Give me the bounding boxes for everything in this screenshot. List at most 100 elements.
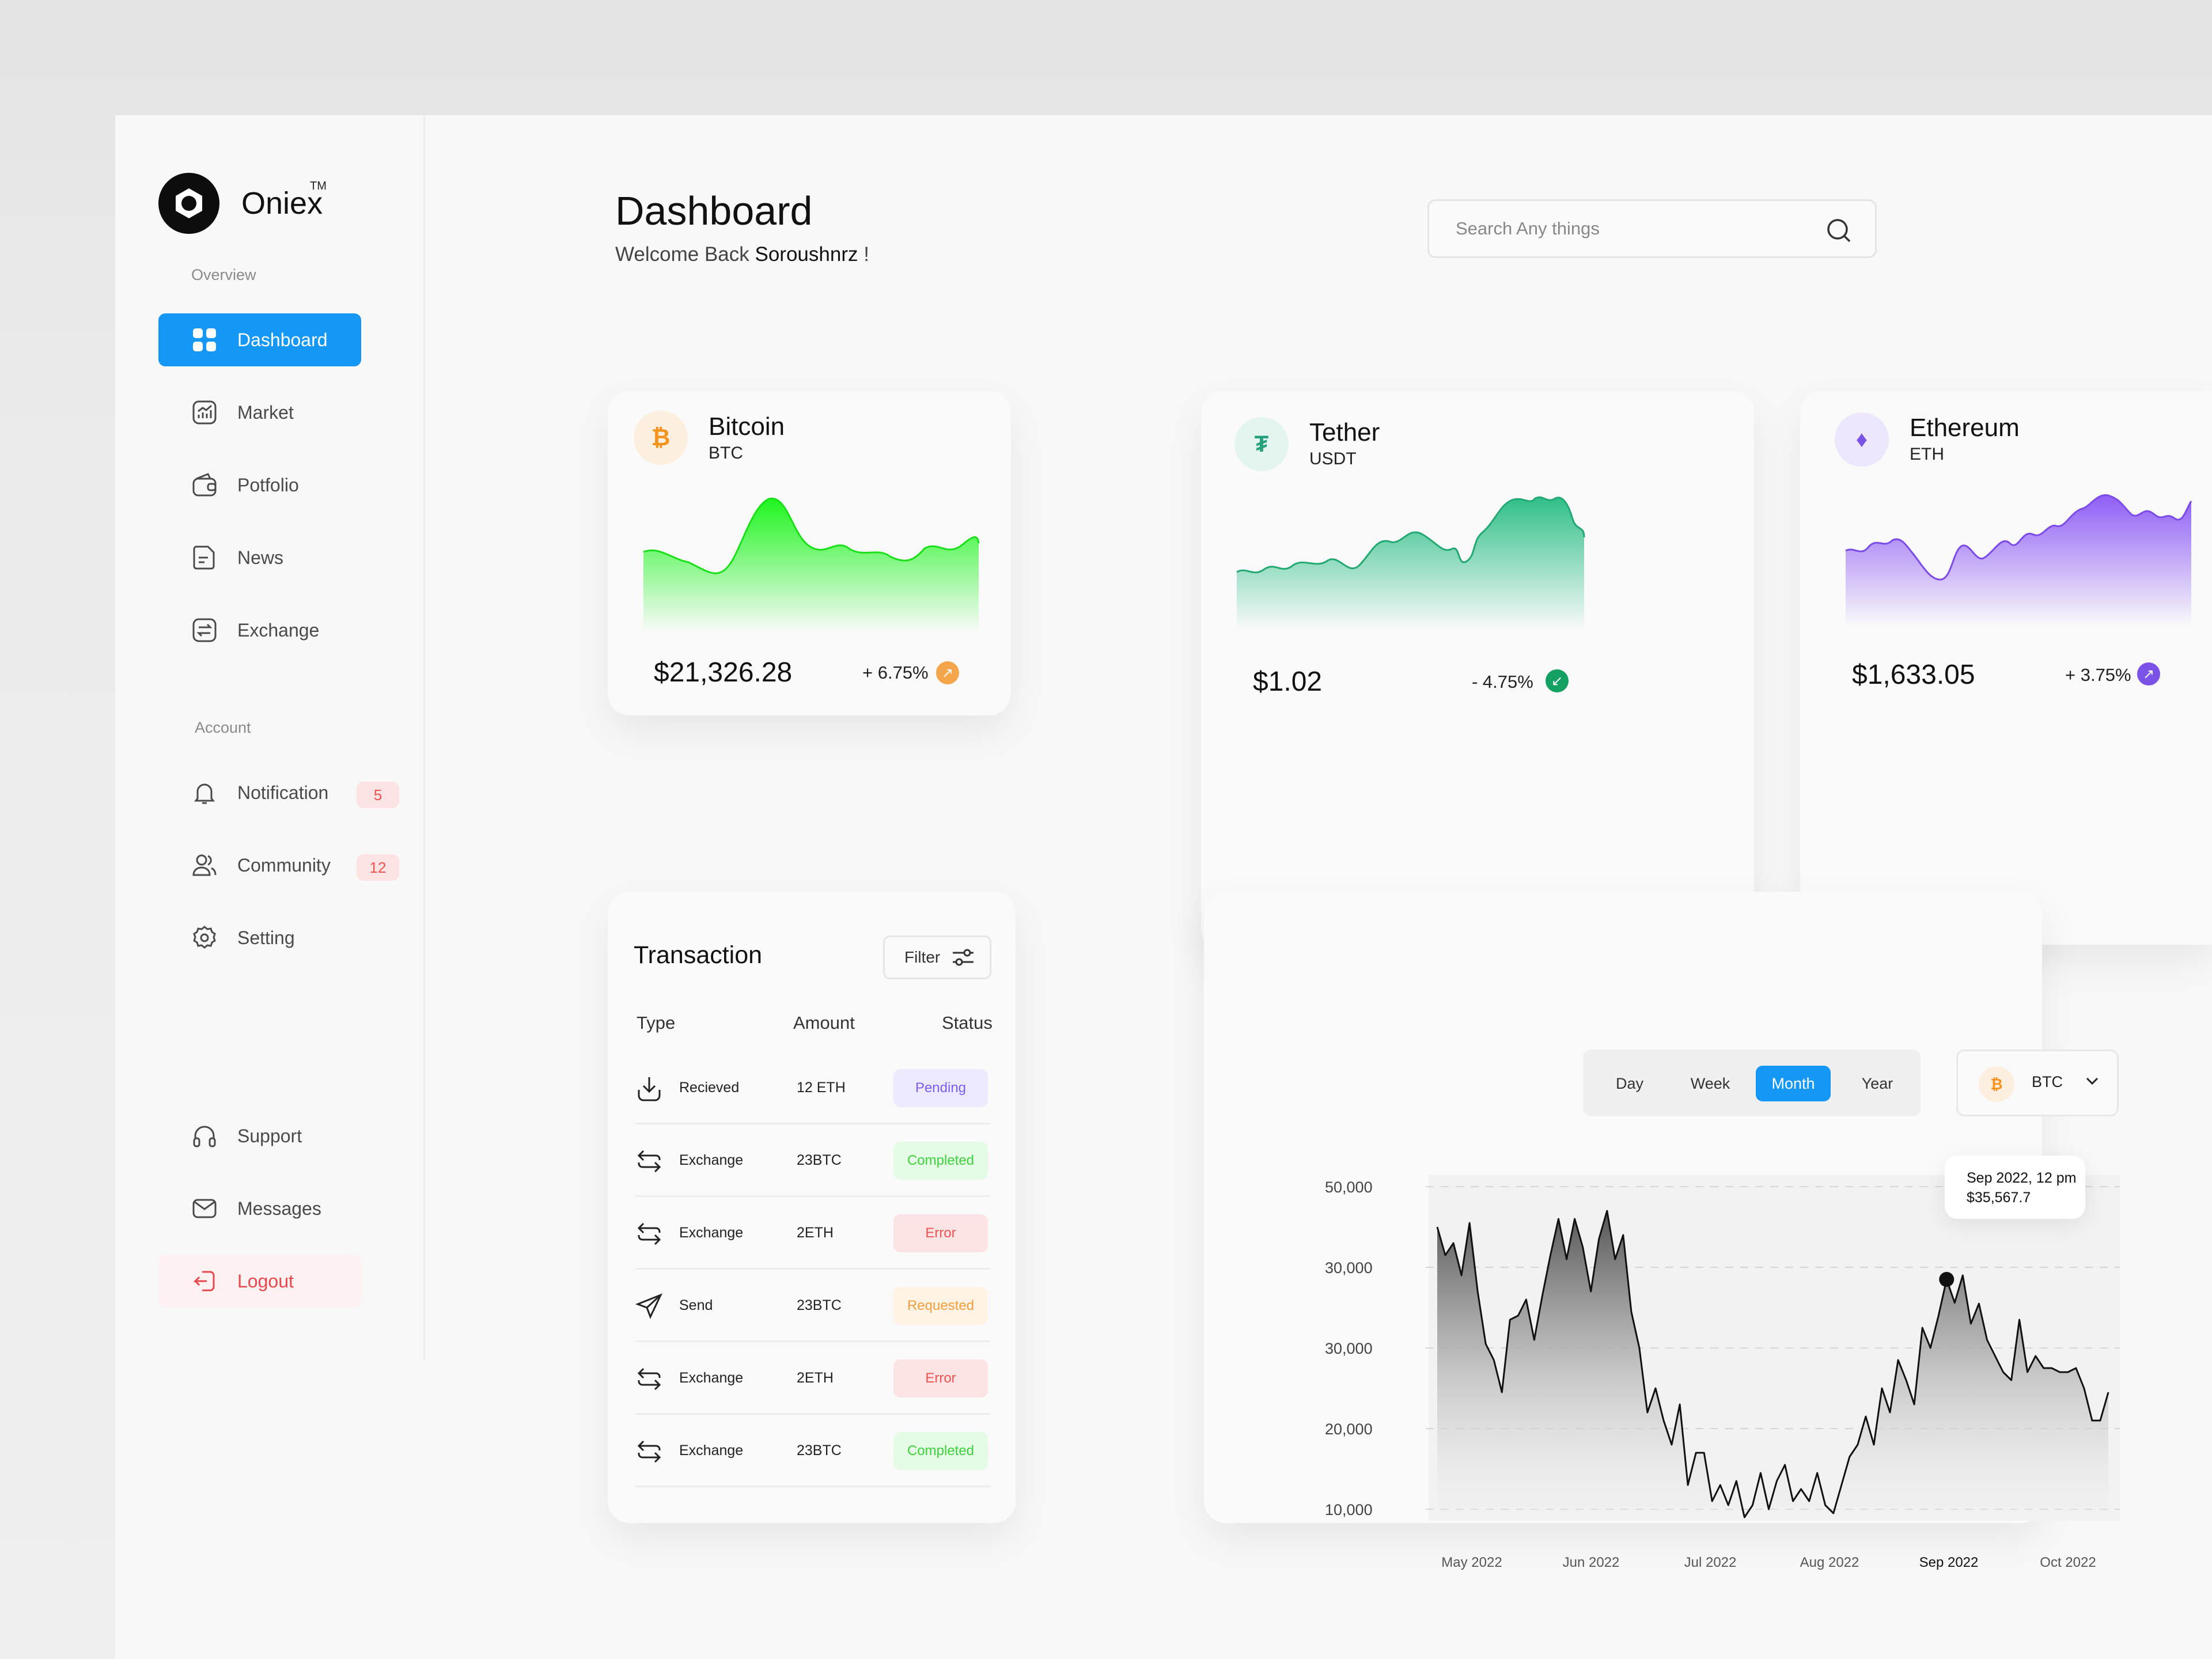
transaction-status-badge: Error bbox=[893, 1359, 988, 1397]
chart-tooltip: Sep 2022, 12 pm $35,567.7 bbox=[1945, 1156, 2085, 1219]
transaction-row[interactable]: Exchange 2ETH Error bbox=[635, 1342, 990, 1415]
sidebar-item-label: Exchange bbox=[237, 619, 320, 641]
ethereum-card[interactable]: ♦ Ethereum ETH $1,633.05 + 3.75% ↗ bbox=[1800, 391, 2212, 945]
community-count-badge: 12 bbox=[357, 854, 399, 881]
transaction-amount: 2ETH bbox=[797, 1370, 834, 1386]
sidebar-item-setting[interactable]: Setting bbox=[158, 911, 361, 964]
transaction-status-badge: Requested bbox=[893, 1287, 988, 1325]
transaction-row[interactable]: Exchange 23BTC Completed bbox=[635, 1415, 990, 1487]
sidebar-item-exchange[interactable]: Exchange bbox=[158, 604, 361, 657]
sidebar-item-messages[interactable]: Messages bbox=[158, 1182, 361, 1235]
bitcoin-icon: ₿ bbox=[634, 411, 688, 465]
transaction-amount: 23BTC bbox=[797, 1152, 842, 1168]
coin-name: Tether bbox=[1309, 418, 1380, 446]
price-area bbox=[1437, 1211, 2108, 1521]
sidebar-item-label: Community bbox=[237, 854, 331, 876]
exchange-icon bbox=[635, 1220, 663, 1248]
coin-change: + 3.75% bbox=[2065, 665, 2131, 685]
sidebar-item-label: Potfolio bbox=[237, 474, 299, 495]
document-icon bbox=[191, 544, 218, 571]
btc-price-chart: 50,000 30,000 30,000 20,000 10,000 May 2022 Ju… bbox=[1325, 1175, 2120, 1570]
welcome-suffix: ! bbox=[863, 243, 869, 266]
sidebar-item-dashboard[interactable]: Dashboard bbox=[158, 313, 361, 366]
y-tick-label: 20,000 bbox=[1325, 1421, 1373, 1438]
y-tick-label: 30,000 bbox=[1325, 1259, 1373, 1277]
sidebar-item-label: Setting bbox=[237, 927, 295, 948]
search-input[interactable]: Search Any things bbox=[1427, 199, 1877, 258]
tether-icon: ₮ bbox=[1234, 417, 1289, 471]
logout-button[interactable]: Logout bbox=[158, 1255, 361, 1308]
y-tick-label: 30,000 bbox=[1325, 1340, 1373, 1357]
transaction-row[interactable]: Exchange 2ETH Error bbox=[635, 1197, 990, 1270]
y-tick-label: 50,000 bbox=[1325, 1179, 1373, 1196]
sidebar-item-notification[interactable]: Notification 5 bbox=[158, 766, 399, 819]
download-icon bbox=[635, 1075, 663, 1103]
account-section-label: Account bbox=[195, 719, 251, 736]
coin-price: $1.02 bbox=[1253, 666, 1323, 697]
exchange-icon bbox=[635, 1147, 663, 1175]
bitcoin-sparkline bbox=[643, 498, 980, 632]
coin-symbol: BTC bbox=[709, 444, 743, 463]
brand-logo-icon bbox=[158, 173, 219, 234]
notification-count-badge: 5 bbox=[357, 782, 399, 808]
period-week-button[interactable]: Week bbox=[1690, 1074, 1730, 1092]
period-month-button[interactable]: Month bbox=[1756, 1066, 1831, 1101]
selected-coin: BTC bbox=[2032, 1073, 2063, 1090]
transaction-type: Recieved bbox=[679, 1080, 740, 1096]
transaction-type: Exchange bbox=[679, 1442, 744, 1459]
sidebar-item-community[interactable]: Community 12 bbox=[158, 839, 399, 892]
column-header-amount: Amount bbox=[793, 1013, 855, 1033]
x-tick-label: May 2022 bbox=[1441, 1555, 1502, 1570]
x-tick-label: Oct 2022 bbox=[2040, 1555, 2096, 1570]
headset-icon bbox=[191, 1123, 218, 1149]
coin-price: $21,326.28 bbox=[654, 657, 793, 688]
transaction-status-badge: Error bbox=[893, 1214, 988, 1252]
user-name: Soroushnrz bbox=[755, 243, 858, 266]
transaction-row[interactable]: Send 23BTC Requested bbox=[635, 1270, 990, 1342]
x-tick-label: Jul 2022 bbox=[1684, 1555, 1737, 1570]
transaction-amount: 23BTC bbox=[797, 1297, 842, 1313]
filter-button[interactable]: Filter bbox=[883, 935, 991, 979]
sidebar: Oniex TM Overview Dashboard Market Potfo… bbox=[115, 115, 425, 1359]
transaction-type: Exchange bbox=[679, 1225, 744, 1241]
price-line bbox=[1436, 1210, 2109, 1518]
exchange-icon bbox=[191, 617, 218, 643]
market-chart-icon bbox=[191, 399, 218, 426]
wallet-icon bbox=[191, 472, 218, 498]
brand-trademark: TM bbox=[310, 180, 327, 192]
sidebar-item-market[interactable]: Market bbox=[158, 386, 361, 439]
transaction-row[interactable]: Exchange 23BTC Completed bbox=[635, 1124, 990, 1197]
coin-select-dropdown[interactable]: ₿ BTC bbox=[1956, 1050, 2119, 1116]
overview-section-label: Overview bbox=[191, 266, 256, 283]
search-icon[interactable] bbox=[1825, 217, 1852, 248]
tooltip-date: Sep 2022, 12 pm bbox=[1967, 1170, 2077, 1186]
transaction-type: Exchange bbox=[679, 1152, 744, 1168]
exchange-icon bbox=[635, 1365, 663, 1393]
transaction-row[interactable]: Recieved 12 ETH Pending bbox=[635, 1052, 990, 1124]
period-day-button[interactable]: Day bbox=[1615, 1074, 1643, 1092]
transaction-amount: 23BTC bbox=[797, 1442, 842, 1459]
x-tick-label: Sep 2022 bbox=[1919, 1555, 1979, 1570]
coin-change: - 4.75% bbox=[1472, 672, 1533, 692]
sidebar-item-label: Dashboard bbox=[237, 329, 328, 350]
column-header-type: Type bbox=[637, 1013, 676, 1033]
ethereum-sparkline bbox=[1845, 494, 2192, 627]
sidebar-item-support[interactable]: Support bbox=[158, 1109, 361, 1162]
sidebar-item-portfolio[interactable]: Potfolio bbox=[158, 459, 361, 512]
bitcoin-icon: ₿ bbox=[1979, 1066, 2014, 1102]
transaction-card: Transaction Filter Type Amount Status Re… bbox=[608, 892, 1016, 1523]
welcome-message: Welcome Back Soroushnrz ! bbox=[615, 243, 869, 266]
logout-label: Logout bbox=[237, 1270, 294, 1291]
period-year-button[interactable]: Year bbox=[1861, 1074, 1893, 1092]
highlighted-point[interactable] bbox=[1939, 1272, 1955, 1287]
brand-name: Oniex bbox=[241, 186, 323, 221]
bell-icon bbox=[191, 779, 218, 806]
sidebar-item-news[interactable]: News bbox=[158, 531, 361, 584]
bitcoin-card[interactable]: ₿ Bitcoin BTC $21,326.28 + 6.75% ↗ bbox=[608, 391, 1011, 715]
transaction-status-badge: Completed bbox=[893, 1432, 988, 1470]
filter-label: Filter bbox=[904, 948, 941, 966]
transaction-amount: 2ETH bbox=[797, 1225, 834, 1241]
sliders-icon bbox=[952, 947, 975, 968]
sidebar-item-label: Support bbox=[237, 1125, 302, 1146]
tether-card[interactable]: ₮ Tether USDT $1.02 - 4.75% ↙ bbox=[1201, 391, 1754, 952]
